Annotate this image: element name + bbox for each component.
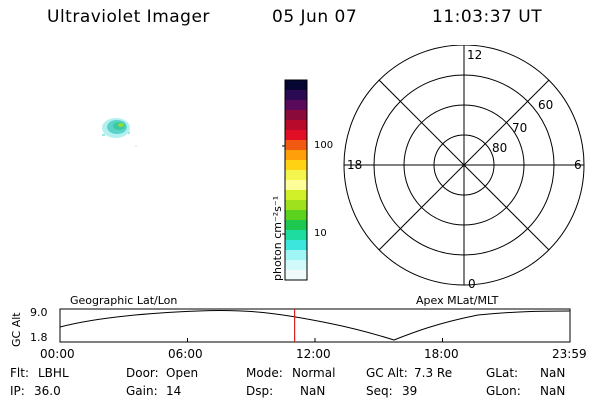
lat-label-70: 70	[512, 121, 527, 135]
timeline-geographic-title: Geographic Lat/Lon	[70, 294, 178, 307]
aurora-image	[102, 118, 137, 147]
door-label: Door:	[126, 366, 159, 380]
polar-plot: 12 18 6 0 60 70 80	[343, 45, 585, 291]
instrument-title: Ultraviolet Imager	[47, 7, 210, 27]
mlt-label-12: 12	[467, 48, 482, 62]
lat-label-60: 60	[538, 98, 553, 112]
mode-value: Normal	[292, 366, 336, 380]
colorbar-cell	[285, 90, 307, 101]
date-label: 05 Jun 07	[272, 7, 358, 27]
colorbar-cell	[285, 170, 307, 181]
timeline-xtick-1200: 12:00	[296, 347, 331, 361]
flt-value: LBHL	[38, 366, 69, 380]
colorbar-cell	[285, 200, 307, 211]
colorbar-cell	[285, 110, 307, 121]
timeline-xtick-0600: 06:00	[168, 347, 203, 361]
colorbar-cell	[285, 130, 307, 141]
timeline-ytick-low: 1.8	[30, 331, 48, 344]
colorbar-cell	[285, 190, 307, 201]
timeline-plot	[59, 308, 571, 343]
colorbar-cell	[285, 180, 307, 191]
ip-value: 36.0	[34, 384, 61, 398]
timeline-xtick-0000: 00:00	[40, 347, 75, 361]
colorbar-cell	[285, 270, 307, 281]
glat-label: GLat:	[486, 366, 519, 380]
timeline-axis-label: GC Alt	[10, 312, 23, 347]
ip-label: IP:	[10, 384, 25, 398]
colorbar-cell	[285, 210, 307, 221]
colorbar-cell	[285, 80, 307, 91]
colorbar: photon cm⁻²s⁻¹	[271, 79, 308, 281]
timeline-ytick-high: 9.0	[30, 306, 48, 319]
seq-label: Seq:	[366, 384, 393, 398]
timeline-xtick-2359: 23:59	[552, 347, 587, 361]
gcalt-value: 7.3 Re	[414, 366, 453, 380]
flt-label: Flt:	[10, 366, 29, 380]
colorbar-cell	[285, 140, 307, 151]
gain-value: 14	[166, 384, 182, 398]
dsp-value: NaN	[300, 384, 326, 398]
seq-value: 39	[402, 384, 418, 398]
mode-label: Mode:	[246, 366, 283, 380]
glat-value: NaN	[540, 366, 566, 380]
colorbar-cell	[285, 120, 307, 131]
colorbar-cell	[285, 100, 307, 111]
door-value: Open	[166, 366, 199, 380]
colorbar-cell	[285, 240, 307, 251]
colorbar-cell	[285, 160, 307, 171]
colorbar-tick-100: 100	[314, 140, 334, 151]
colorbar-tick-10: 10	[314, 228, 327, 239]
glon-label: GLon:	[486, 384, 521, 398]
glon-value: NaN	[540, 384, 566, 398]
dsp-label: Dsp:	[246, 384, 274, 398]
mlt-label-18: 18	[347, 158, 362, 172]
time-label: 11:03:37 UT	[432, 7, 543, 27]
gcalt-label: GC Alt:	[366, 366, 408, 380]
lat-label-80: 80	[492, 141, 507, 155]
colorbar-cell	[285, 150, 307, 161]
colorbar-cell	[285, 250, 307, 261]
mlt-label-6: 6	[574, 158, 582, 172]
gain-label: Gain:	[126, 384, 158, 398]
colorbar-cell	[285, 230, 307, 241]
timeline-xtick-1800: 18:00	[424, 347, 459, 361]
colorbar-unit-label: photon cm⁻²s⁻¹	[271, 196, 284, 281]
timeline-apex-title: Apex MLat/MLT	[416, 294, 499, 307]
mlt-label-0: 0	[468, 277, 476, 291]
colorbar-cell	[285, 220, 307, 231]
colorbar-cell	[285, 260, 307, 271]
